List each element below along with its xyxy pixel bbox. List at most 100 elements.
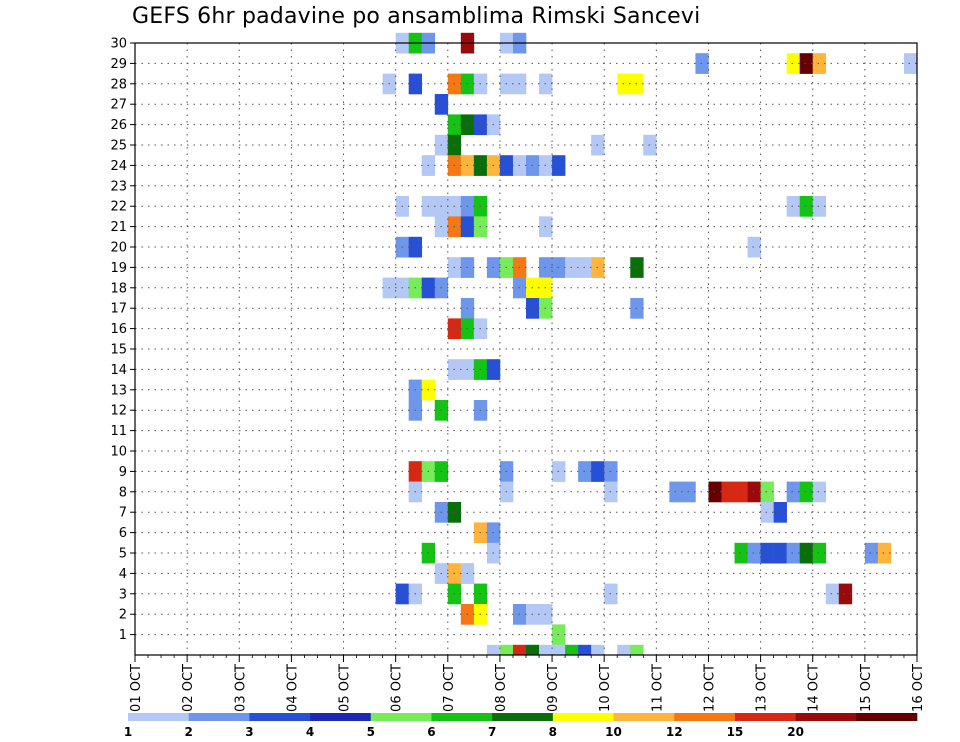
x-tick-label: 09 OCT — [546, 664, 561, 712]
heatmap-cell — [747, 542, 761, 564]
y-tick-label: 4 — [119, 567, 127, 582]
heatmap-cell — [539, 644, 553, 656]
x-tick-label: 08 OCT — [494, 664, 509, 712]
heatmap-cell — [812, 542, 827, 564]
heatmap-cell — [565, 644, 579, 656]
colorbar: 1 2 3 4 5 6 7 8 10 12 15 20 — [124, 713, 918, 739]
heatmap-cell — [760, 542, 774, 564]
colorbar-label: 1 — [124, 725, 132, 739]
y-tick-label: 20 — [110, 241, 127, 256]
y-tick-label: 12 — [110, 404, 127, 419]
y-tick-label: 29 — [110, 57, 127, 72]
colorbar-swatch — [734, 713, 796, 721]
heatmap-cell — [721, 481, 735, 503]
heatmap-cell — [747, 236, 761, 258]
y-tick-label: 16 — [110, 322, 127, 337]
heatmap-cell — [591, 644, 605, 656]
colorbar-label: 7 — [488, 725, 496, 739]
heatmap-cell — [512, 644, 527, 656]
heatmap-cell — [812, 196, 827, 217]
heatmap-cell — [799, 542, 814, 564]
y-tick-label: 9 — [119, 465, 127, 480]
x-tick-label: 06 OCT — [390, 664, 405, 712]
y-tick-label: 22 — [110, 200, 127, 215]
y-tick-label: 23 — [110, 179, 127, 194]
heatmap-cell — [695, 53, 709, 74]
y-tick-label: 5 — [119, 547, 127, 562]
heatmap-cell — [799, 53, 814, 74]
heatmap-cell — [812, 481, 827, 503]
heatmap-cell — [786, 53, 800, 74]
x-tick-label: 05 OCT — [338, 664, 353, 712]
y-tick-label: 26 — [110, 118, 127, 133]
colorbar-swatch — [310, 713, 372, 721]
heatmap-cells — [382, 32, 918, 656]
y-tick-label: 17 — [110, 302, 127, 317]
colorbar-label: 8 — [549, 725, 557, 739]
heatmap-cell — [617, 644, 631, 656]
colorbar-swatch — [795, 713, 857, 721]
heatmap-cell — [760, 502, 774, 523]
y-tick-label: 25 — [110, 139, 127, 154]
heatmap-cell — [786, 542, 800, 564]
heatmap-cell — [825, 583, 840, 605]
heatmap-cell — [734, 542, 748, 564]
y-tick-label: 2 — [119, 608, 127, 623]
x-tick-label: 13 OCT — [755, 664, 770, 712]
y-tick-label: 3 — [119, 587, 127, 602]
y-tick-label: 28 — [110, 77, 127, 92]
y-tick-label: 6 — [119, 526, 127, 541]
colorbar-swatch — [552, 713, 614, 721]
colorbar-label: 20 — [787, 725, 804, 739]
heatmap-cell — [812, 53, 827, 74]
colorbar-swatch — [370, 713, 432, 721]
heatmap-cell — [864, 542, 879, 564]
y-tick-label: 13 — [110, 383, 127, 398]
colorbar-label: 12 — [666, 725, 683, 739]
y-tick-label: 21 — [110, 220, 127, 235]
x-tick-label: 07 OCT — [442, 664, 457, 712]
colorbar-swatch — [613, 713, 675, 721]
y-tick-label: 7 — [119, 506, 127, 521]
y-tick-label: 1 — [119, 628, 127, 643]
heatmap-cell — [734, 481, 748, 503]
x-tick-label: 12 OCT — [702, 664, 717, 712]
y-tick-label: 27 — [110, 98, 127, 113]
heatmap-cell — [773, 502, 787, 523]
heatmap-cell — [838, 583, 853, 605]
heatmap-cell — [786, 196, 800, 217]
x-tick-label: 11 OCT — [650, 664, 665, 712]
heatmap-cell — [486, 644, 501, 656]
heatmap-cell — [630, 644, 644, 656]
heatmap-cell — [786, 481, 800, 503]
x-tick-label: 14 OCT — [807, 664, 822, 712]
heatmap-cell — [499, 644, 514, 656]
chart-title: GEFS 6hr padavine po ansamblima Rimski S… — [132, 4, 701, 29]
colorbar-swatch — [128, 713, 189, 721]
colorbar-label: 6 — [427, 725, 435, 739]
heatmap-cell — [799, 196, 814, 217]
colorbar-label: 15 — [727, 725, 744, 739]
colorbar-label: 4 — [306, 725, 314, 739]
y-tick-label: 24 — [110, 159, 127, 174]
grid-lines — [135, 43, 917, 655]
colorbar-swatch — [249, 713, 311, 721]
x-tick-label: 03 OCT — [233, 664, 248, 712]
x-axis-ticks: 01 OCT 02 OCT 03 OCT 04 OCT 05 OCT 06 OCT 07 O… — [129, 655, 926, 712]
colorbar-swatch — [856, 713, 918, 721]
heatmap-cell — [552, 644, 566, 656]
x-tick-label: 10 OCT — [598, 664, 613, 712]
heatmap-cell — [903, 53, 918, 74]
y-axis-ticks: 1234567891011121314151617181920212223242… — [110, 37, 135, 643]
y-tick-label: 30 — [110, 37, 127, 52]
y-tick-label: 8 — [119, 485, 127, 500]
y-tick-label: 10 — [110, 445, 127, 460]
heatmap-cell — [526, 644, 540, 656]
heatmap-cell — [773, 542, 787, 564]
colorbar-label: 3 — [245, 725, 253, 739]
heatmap-cell — [578, 644, 592, 656]
colorbar-label: 5 — [367, 725, 375, 739]
x-tick-label: 02 OCT — [181, 664, 196, 712]
y-tick-label: 15 — [110, 343, 127, 358]
